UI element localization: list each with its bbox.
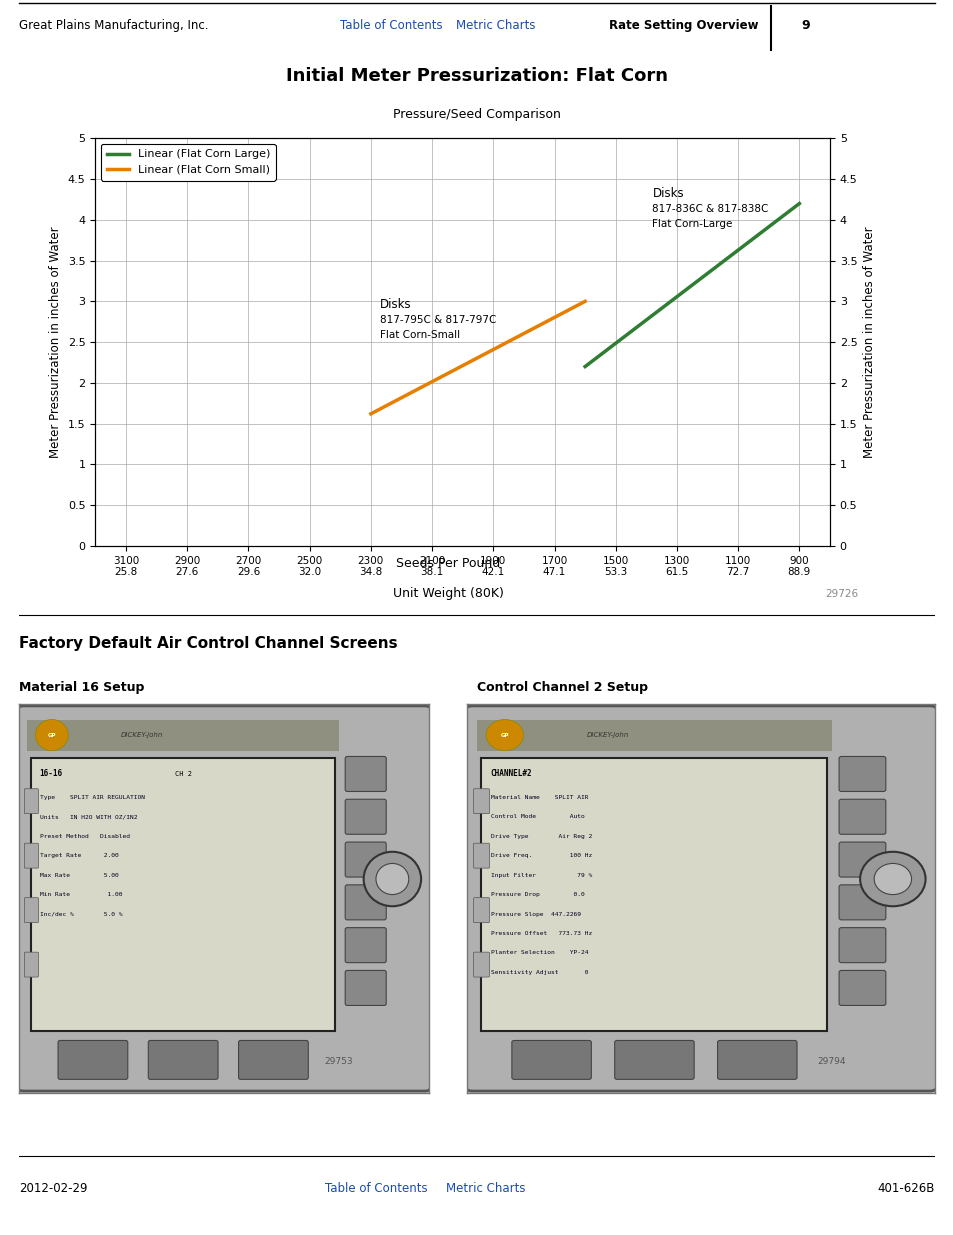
Text: Seeds Per Pound: Seeds Per Pound — [395, 557, 499, 571]
Text: Disks: Disks — [379, 298, 412, 311]
Text: Metric Charts: Metric Charts — [446, 1182, 525, 1195]
Text: Rate Setting Overview: Rate Setting Overview — [608, 19, 758, 32]
FancyBboxPatch shape — [473, 952, 489, 977]
Text: DICKEY-john: DICKEY-john — [586, 732, 628, 739]
Text: Metric Charts: Metric Charts — [456, 19, 536, 32]
Text: Target Rate      2.00: Target Rate 2.00 — [39, 853, 118, 858]
Text: DICKEY-john: DICKEY-john — [121, 732, 163, 739]
FancyBboxPatch shape — [473, 789, 489, 814]
Text: Pressure/Seed Comparison: Pressure/Seed Comparison — [393, 107, 560, 121]
Text: Inc/dec %        5.0 %: Inc/dec % 5.0 % — [39, 911, 122, 916]
Circle shape — [35, 720, 69, 751]
Text: 16-16: 16-16 — [39, 769, 63, 778]
Text: 817-836C & 817-838C: 817-836C & 817-838C — [652, 205, 768, 215]
Text: Pressure Slope  447.2269: Pressure Slope 447.2269 — [490, 911, 580, 916]
Text: Type    SPLIT AIR REGULATION: Type SPLIT AIR REGULATION — [39, 795, 145, 800]
Text: 9: 9 — [801, 19, 809, 32]
Text: Planter Selection    YP-24: Planter Selection YP-24 — [490, 951, 588, 956]
Text: 817-795C & 817-797C: 817-795C & 817-797C — [379, 315, 496, 325]
Text: Initial Meter Pressurization: Flat Corn: Initial Meter Pressurization: Flat Corn — [286, 67, 667, 84]
Text: Pressure Drop         0.0: Pressure Drop 0.0 — [490, 892, 584, 897]
Bar — [481, 758, 826, 1031]
Text: GP: GP — [48, 732, 56, 737]
Text: Preset Method   Disabled: Preset Method Disabled — [39, 834, 130, 839]
Bar — [31, 758, 335, 1031]
Text: Sensitivity Adjust       0: Sensitivity Adjust 0 — [490, 969, 588, 974]
Text: Factory Default Air Control Channel Screens: Factory Default Air Control Channel Scre… — [19, 636, 397, 651]
Text: 29753: 29753 — [324, 1057, 353, 1066]
Text: Disks: Disks — [652, 186, 683, 200]
Text: Pressure Offset   773.73 Hz: Pressure Offset 773.73 Hz — [490, 931, 592, 936]
FancyBboxPatch shape — [238, 1040, 308, 1079]
FancyBboxPatch shape — [614, 1040, 694, 1079]
FancyBboxPatch shape — [345, 799, 386, 835]
Circle shape — [860, 852, 924, 906]
FancyBboxPatch shape — [25, 952, 38, 977]
Text: Great Plains Manufacturing, Inc.: Great Plains Manufacturing, Inc. — [19, 19, 209, 32]
Text: Flat Corn-Small: Flat Corn-Small — [379, 330, 459, 340]
FancyBboxPatch shape — [839, 927, 885, 962]
FancyBboxPatch shape — [839, 971, 885, 1005]
FancyBboxPatch shape — [512, 1040, 591, 1079]
Circle shape — [486, 720, 523, 751]
FancyBboxPatch shape — [839, 799, 885, 835]
FancyBboxPatch shape — [717, 1040, 796, 1079]
Text: Flat Corn-Large: Flat Corn-Large — [652, 219, 732, 230]
FancyBboxPatch shape — [345, 842, 386, 877]
Text: 29794: 29794 — [817, 1057, 845, 1066]
FancyBboxPatch shape — [839, 842, 885, 877]
Text: Material Name    SPLIT AIR: Material Name SPLIT AIR — [490, 795, 588, 800]
FancyBboxPatch shape — [465, 706, 936, 1091]
FancyBboxPatch shape — [839, 757, 885, 792]
Text: Control Mode         Auto: Control Mode Auto — [490, 814, 584, 819]
FancyBboxPatch shape — [345, 757, 386, 792]
FancyBboxPatch shape — [345, 927, 386, 962]
Text: Max Rate         5.00: Max Rate 5.00 — [39, 873, 118, 878]
FancyBboxPatch shape — [839, 884, 885, 920]
FancyBboxPatch shape — [345, 884, 386, 920]
Text: Drive Freq.          100 Hz: Drive Freq. 100 Hz — [490, 853, 592, 858]
Circle shape — [375, 863, 408, 894]
Text: 401-626B: 401-626B — [877, 1182, 934, 1195]
Legend: Linear (Flat Corn Large), Linear (Flat Corn Small): Linear (Flat Corn Large), Linear (Flat C… — [101, 143, 275, 180]
FancyBboxPatch shape — [345, 971, 386, 1005]
Text: CH 2: CH 2 — [174, 771, 192, 777]
Circle shape — [363, 852, 420, 906]
Circle shape — [873, 863, 910, 894]
Text: Material 16 Setup: Material 16 Setup — [19, 682, 144, 694]
FancyBboxPatch shape — [25, 789, 38, 814]
Text: 2012-02-29: 2012-02-29 — [19, 1182, 88, 1195]
Text: Unit Weight (80K): Unit Weight (80K) — [392, 587, 503, 600]
Bar — [476, 720, 831, 751]
FancyBboxPatch shape — [473, 844, 489, 868]
Text: Units   IN H2O WITH OZ/IN2: Units IN H2O WITH OZ/IN2 — [39, 814, 137, 819]
FancyBboxPatch shape — [148, 1040, 218, 1079]
FancyBboxPatch shape — [58, 1040, 128, 1079]
Text: CHANNEL#2: CHANNEL#2 — [490, 769, 532, 778]
Text: Table of Contents: Table of Contents — [339, 19, 442, 32]
Bar — [28, 720, 338, 751]
Text: Min Rate          1.00: Min Rate 1.00 — [39, 892, 122, 897]
FancyBboxPatch shape — [25, 898, 38, 923]
Text: Table of Contents: Table of Contents — [325, 1182, 427, 1195]
FancyBboxPatch shape — [17, 706, 431, 1091]
Y-axis label: Meter Pressurization in inches of Water: Meter Pressurization in inches of Water — [862, 226, 875, 458]
Text: Drive Type        Air Reg 2: Drive Type Air Reg 2 — [490, 834, 592, 839]
FancyBboxPatch shape — [473, 898, 489, 923]
Y-axis label: Meter Pressurization in inches of Water: Meter Pressurization in inches of Water — [50, 226, 62, 458]
Text: Input Filter           79 %: Input Filter 79 % — [490, 873, 592, 878]
Text: Control Channel 2 Setup: Control Channel 2 Setup — [476, 682, 647, 694]
Text: 29726: 29726 — [824, 589, 858, 599]
Text: GP: GP — [500, 732, 509, 737]
FancyBboxPatch shape — [25, 844, 38, 868]
